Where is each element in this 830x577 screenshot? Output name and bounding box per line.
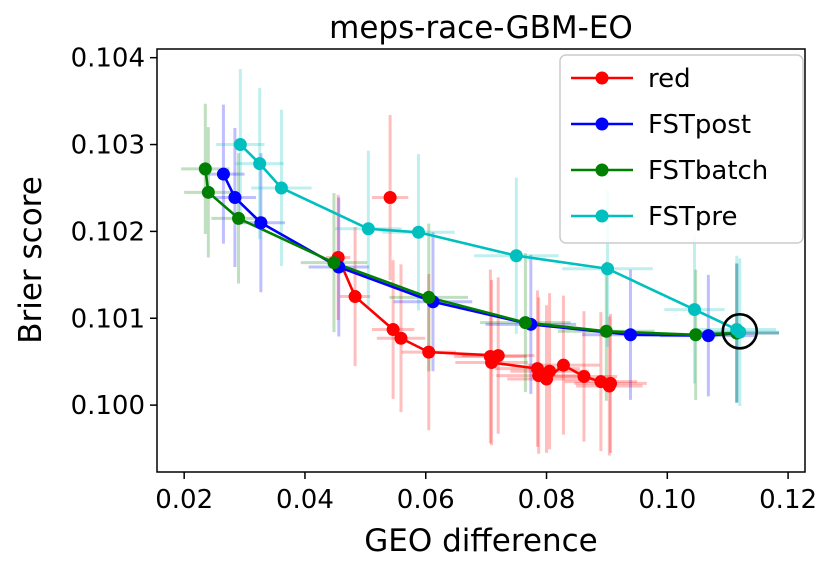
y-tick-label: 0.101 xyxy=(71,304,145,334)
data-point-fstpre xyxy=(687,303,701,317)
legend: red FSTpost FSTbatch FSTpre xyxy=(559,54,804,244)
x-tick-label: 0.06 xyxy=(397,485,455,515)
data-point-red xyxy=(422,345,436,359)
data-point-fstbatch xyxy=(518,316,532,330)
y-tick-label: 0.103 xyxy=(71,131,145,161)
x-tick-label: 0.02 xyxy=(155,485,213,515)
legend-marker-fstpre xyxy=(595,209,609,223)
x-tick-label: 0.04 xyxy=(276,485,334,515)
highlight-circle-marker xyxy=(721,312,759,350)
data-point-fstpre xyxy=(733,325,747,339)
data-point-fstbatch xyxy=(198,162,212,176)
y-tick-label: 0.102 xyxy=(71,217,145,247)
data-point-layer xyxy=(198,138,747,393)
legend-label-red: red xyxy=(648,64,691,94)
plot-frame xyxy=(156,48,806,473)
x-tick-label: 0.08 xyxy=(518,485,576,515)
data-point-red xyxy=(602,379,616,393)
data-point-red xyxy=(383,191,397,205)
data-point-red xyxy=(394,331,408,345)
data-point-fstpre xyxy=(233,138,247,152)
data-point-red xyxy=(348,290,362,304)
y-axis-label: Brier score xyxy=(13,176,49,344)
data-point-fstpost xyxy=(216,167,230,181)
data-point-fstpost xyxy=(254,216,268,230)
data-point-fstpre xyxy=(601,262,615,276)
data-point-red xyxy=(577,369,591,383)
legend-box xyxy=(559,54,804,244)
series-line-fstpre xyxy=(239,143,741,334)
legend-label-fstbatch: FSTbatch xyxy=(648,156,768,186)
data-point-red xyxy=(556,358,570,372)
data-point-fstpre xyxy=(509,249,523,263)
y-tick-label: 0.104 xyxy=(71,44,145,74)
data-point-fstpre xyxy=(253,157,267,171)
legend-label-fstpre: FSTpre xyxy=(648,202,738,232)
data-point-fstpre xyxy=(274,181,288,195)
highlight-layer xyxy=(721,312,759,350)
y-axis-ticks: 0.100 0.101 0.102 0.103 0.104 xyxy=(71,44,157,421)
data-point-fstpost xyxy=(623,328,637,342)
x-axis-label: GEO difference xyxy=(364,523,597,559)
data-point-fstbatch xyxy=(422,290,436,304)
data-point-fstpost xyxy=(701,329,715,343)
data-point-fstbatch xyxy=(201,185,215,199)
data-point-fstbatch xyxy=(689,328,703,342)
x-tick-label: 0.10 xyxy=(638,485,696,515)
data-point-red xyxy=(540,372,554,386)
data-point-fstbatch xyxy=(599,324,613,338)
x-axis-ticks: 0.02 0.04 0.06 0.08 0.10 0.12 xyxy=(155,472,817,515)
y-tick-label: 0.100 xyxy=(71,391,145,421)
data-point-fstbatch xyxy=(232,211,246,225)
data-point-red xyxy=(485,356,499,370)
legend-marker-fstbatch xyxy=(595,163,609,177)
chart-title: meps-race-GBM-EO xyxy=(329,10,633,46)
data-point-fstpost xyxy=(228,191,242,205)
legend-entries: red FSTpost FSTbatch FSTpre xyxy=(571,64,768,232)
x-tick-label: 0.12 xyxy=(759,485,817,515)
data-point-fstpre xyxy=(361,222,375,236)
data-point-fstbatch xyxy=(327,256,341,270)
data-point-fstpre xyxy=(411,225,425,239)
legend-marker-fstpost xyxy=(595,117,609,131)
legend-marker-red xyxy=(595,71,609,85)
data-point-red xyxy=(386,323,400,337)
legend-label-fstpost: FSTpost xyxy=(648,110,751,140)
